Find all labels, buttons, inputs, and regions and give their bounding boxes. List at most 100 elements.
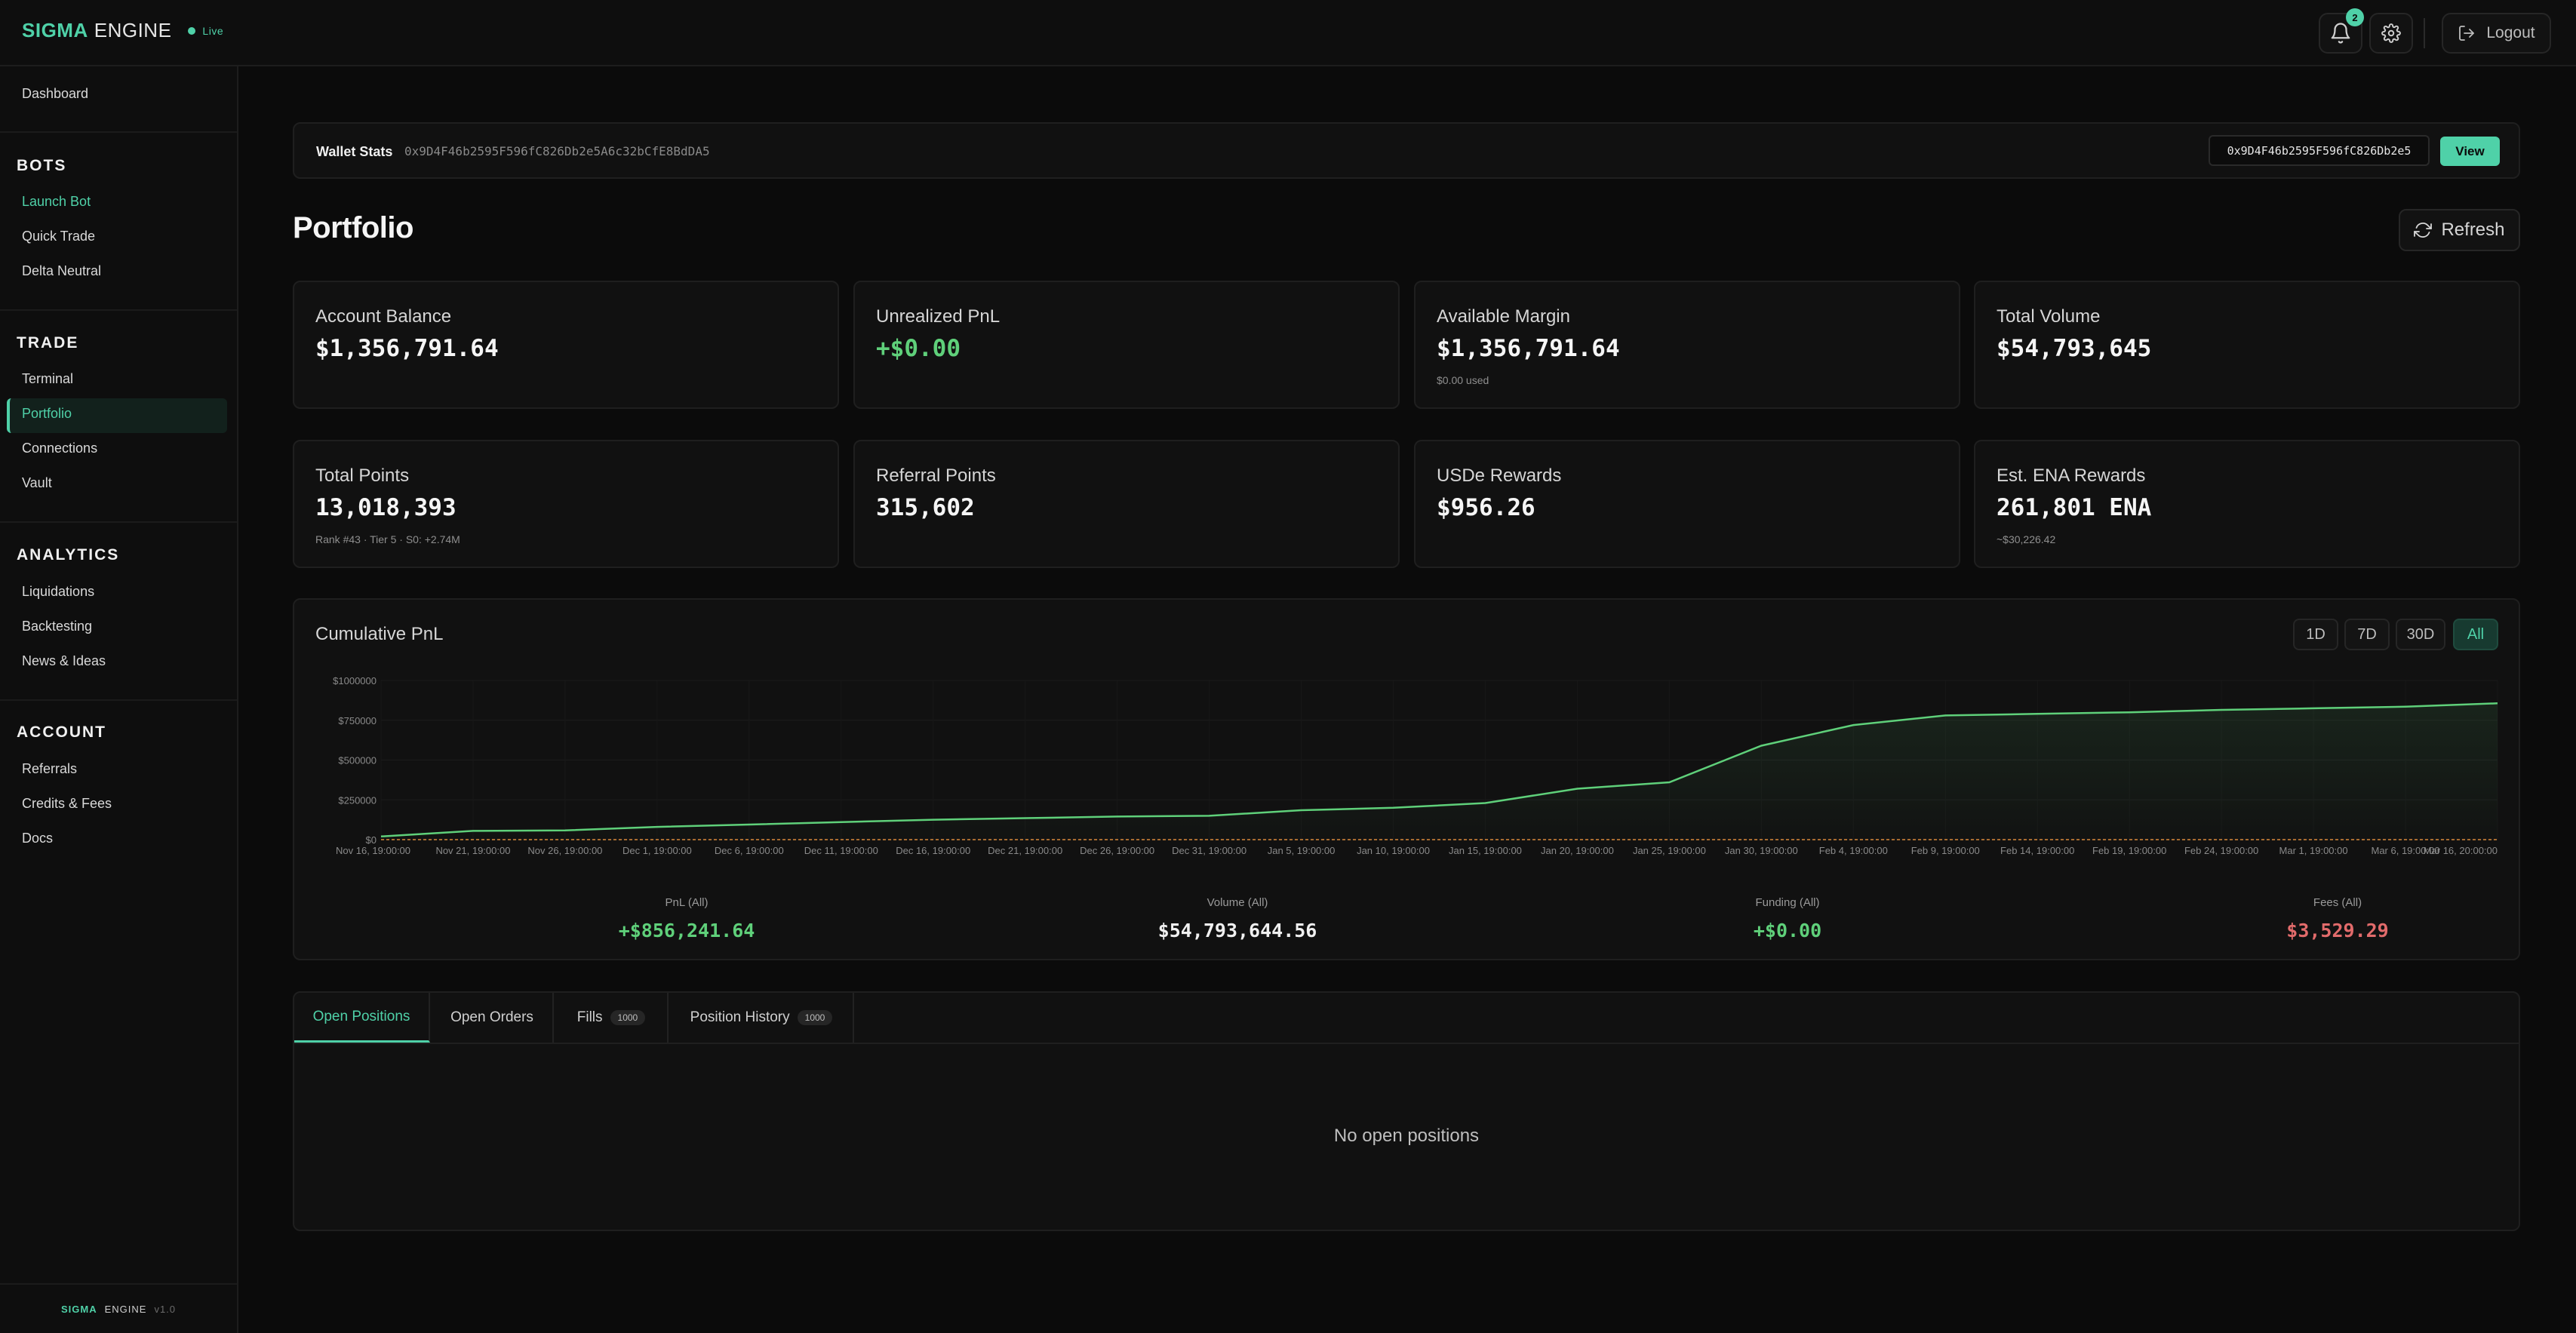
sidebar-item-liquidations[interactable]: Liquidations bbox=[22, 584, 95, 599]
stat-label: Referral Points bbox=[876, 465, 996, 486]
x-tick-label: Mar 1, 19:00:00 bbox=[2279, 845, 2348, 856]
x-tick-label: Jan 30, 19:00:00 bbox=[1725, 845, 1798, 856]
summary-value: $54,793,644.56 bbox=[1157, 920, 1317, 941]
pnl-chart: $0 $250000 $500000 $750000 $1000000 Nov 16, … bbox=[333, 675, 2498, 856]
sidebar-footer: SIGMA ENGINE v1.0 bbox=[0, 1283, 237, 1333]
refresh-button[interactable]: Refresh bbox=[2399, 209, 2520, 251]
sidebar-divider bbox=[0, 699, 237, 701]
stat-subtext: ~$30,226.42 bbox=[1997, 533, 2056, 545]
sidebar-item-portfolio[interactable]: Portfolio bbox=[22, 406, 72, 421]
sidebar-item-launch-bot[interactable]: Launch Bot bbox=[22, 194, 91, 209]
sidebar-section-trade: TRADE bbox=[17, 334, 79, 352]
wallet-stats-bar: Wallet Stats 0x9D4F46b2595F596fC826Db2e5… bbox=[293, 122, 2520, 179]
range-7d-button[interactable]: 7D bbox=[2344, 619, 2390, 650]
summary-label: Funding (All) bbox=[1755, 896, 1820, 909]
stat-subtext: $0.00 used bbox=[1437, 374, 1489, 386]
sidebar-item-vault[interactable]: Vault bbox=[22, 475, 52, 490]
stat-value: $956.26 bbox=[1437, 494, 1535, 521]
sidebar-divider bbox=[0, 131, 237, 133]
live-dot-icon bbox=[188, 26, 196, 35]
tabs-divider bbox=[294, 1043, 2519, 1044]
stat-value: +$0.00 bbox=[876, 335, 961, 362]
logout-icon bbox=[2459, 26, 2475, 41]
live-label: Live bbox=[202, 24, 224, 37]
sidebar-item-delta-neutral[interactable]: Delta Neutral bbox=[22, 263, 102, 278]
sidebar-item-news-ideas[interactable]: News & Ideas bbox=[22, 653, 106, 668]
sidebar-item-quick-trade[interactable]: Quick Trade bbox=[22, 229, 96, 244]
stat-label: Available Margin bbox=[1437, 306, 1570, 327]
stat-label: Total Volume bbox=[1997, 306, 2101, 327]
view-wallet-button[interactable]: View bbox=[2440, 137, 2500, 166]
tab-count-badge: 1000 bbox=[610, 1010, 646, 1025]
topbar-divider bbox=[2424, 18, 2425, 48]
x-tick-label: Feb 14, 19:00:00 bbox=[2000, 845, 2074, 856]
summary-fees: Fees (All) $3,529.29 bbox=[2149, 896, 2526, 941]
sidebar: Dashboard BOTS Launch Bot Quick Trade De… bbox=[0, 66, 238, 1333]
sidebar-item-credits-fees[interactable]: Credits & Fees bbox=[22, 796, 112, 811]
sidebar-item-referrals[interactable]: Referrals bbox=[22, 761, 78, 776]
tab-open-orders[interactable]: Open Orders bbox=[432, 993, 554, 1043]
y-tick-label: $250000 bbox=[338, 794, 377, 806]
top-bar: SIGMA ENGINE Live 2 Logout bbox=[0, 0, 2576, 66]
sidebar-divider bbox=[0, 309, 237, 311]
y-tick-label: $0 bbox=[366, 834, 377, 846]
pnl-area-fill bbox=[381, 703, 2498, 840]
brand-secondary: ENGINE bbox=[94, 19, 172, 41]
tab-position-history[interactable]: Position History 1000 bbox=[670, 993, 854, 1043]
x-tick-label: Jan 20, 19:00:00 bbox=[1541, 845, 1614, 856]
x-tick-label: Feb 24, 19:00:00 bbox=[2184, 845, 2258, 856]
stat-card-ena-rewards: Est. ENA Rewards 261,801 ENA ~$30,226.42 bbox=[1974, 440, 2520, 568]
x-tick-label: Jan 10, 19:00:00 bbox=[1357, 845, 1430, 856]
notifications-button[interactable]: 2 bbox=[2319, 8, 2364, 54]
stat-card-usde-rewards: USDe Rewards $956.26 bbox=[1414, 440, 1960, 568]
settings-button[interactable] bbox=[2369, 13, 2413, 54]
tab-label: Open Orders bbox=[450, 1009, 533, 1025]
x-tick-label: Nov 21, 19:00:00 bbox=[435, 845, 510, 856]
sidebar-active-highlight bbox=[7, 398, 227, 433]
stat-value: $1,356,791.64 bbox=[1437, 335, 1620, 362]
stat-label: Total Points bbox=[315, 465, 410, 486]
x-tick-label: Feb 19, 19:00:00 bbox=[2092, 845, 2166, 856]
stat-label: Unrealized PnL bbox=[876, 306, 1001, 327]
stat-card-available-margin: Available Margin $1,356,791.64 $0.00 use… bbox=[1414, 281, 1960, 409]
range-all-button[interactable]: All bbox=[2453, 619, 2498, 650]
summary-value: +$0.00 bbox=[1753, 920, 1822, 941]
sidebar-item-terminal[interactable]: Terminal bbox=[22, 371, 74, 386]
summary-value: $3,529.29 bbox=[2286, 920, 2389, 941]
cumulative-pnl-card: Cumulative PnL 1D 7D 30D All $0 $250000 $5… bbox=[293, 598, 2520, 960]
sidebar-item-dashboard[interactable]: Dashboard bbox=[22, 86, 89, 101]
sidebar-section-bots: BOTS bbox=[17, 157, 67, 174]
stat-subtext: Rank #43 · Tier 5 · S0: +2.74M bbox=[315, 533, 460, 545]
range-30d-button[interactable]: 30D bbox=[2396, 619, 2445, 650]
stat-label: Est. ENA Rewards bbox=[1997, 465, 2146, 486]
positions-panel: Open Positions Open Orders Fills 1000 Po… bbox=[293, 991, 2520, 1231]
stat-card-total-points: Total Points 13,018,393 Rank #43 · Tier … bbox=[293, 440, 839, 568]
x-tick-label: Dec 21, 19:00:00 bbox=[988, 845, 1062, 856]
summary-label: Fees (All) bbox=[2313, 896, 2362, 909]
x-tick-label: Jan 15, 19:00:00 bbox=[1449, 845, 1522, 856]
wallet-address-input[interactable]: 0x9D4F46b2595F596fC826Db2e5 bbox=[2209, 135, 2430, 166]
empty-positions-message: No open positions bbox=[1333, 1126, 1480, 1146]
chart-title: Cumulative PnL bbox=[315, 624, 444, 644]
tab-fills[interactable]: Fills 1000 bbox=[555, 993, 669, 1043]
sidebar-item-connections[interactable]: Connections bbox=[22, 441, 98, 456]
tab-label: Fills bbox=[576, 1009, 603, 1025]
refresh-icon bbox=[2414, 223, 2433, 238]
sidebar-item-backtesting[interactable]: Backtesting bbox=[22, 619, 93, 634]
summary-volume: Volume (All) $54,793,644.56 bbox=[1049, 896, 1426, 941]
stat-card-unrealized-pnl: Unrealized PnL +$0.00 bbox=[853, 281, 1400, 409]
wallet-stats-title: Wallet Stats bbox=[316, 144, 393, 159]
range-1d-button[interactable]: 1D bbox=[2293, 619, 2338, 650]
x-tick-label: Dec 26, 19:00:00 bbox=[1080, 845, 1154, 856]
logout-button[interactable]: Logout bbox=[2442, 13, 2551, 54]
sidebar-section-analytics: ANALYTICS bbox=[17, 546, 120, 564]
brand-logo[interactable]: SIGMA ENGINE Live bbox=[22, 19, 223, 42]
stat-label: Account Balance bbox=[315, 306, 452, 327]
x-tick-label: Dec 16, 19:00:00 bbox=[896, 845, 970, 856]
x-tick-label: Jan 5, 19:00:00 bbox=[1268, 845, 1336, 856]
tab-open-positions[interactable]: Open Positions bbox=[294, 993, 430, 1043]
stat-value: $1,356,791.64 bbox=[315, 335, 499, 362]
tab-label: Position History bbox=[690, 1009, 790, 1025]
sidebar-item-docs[interactable]: Docs bbox=[22, 831, 54, 846]
live-status: Live bbox=[188, 25, 223, 37]
